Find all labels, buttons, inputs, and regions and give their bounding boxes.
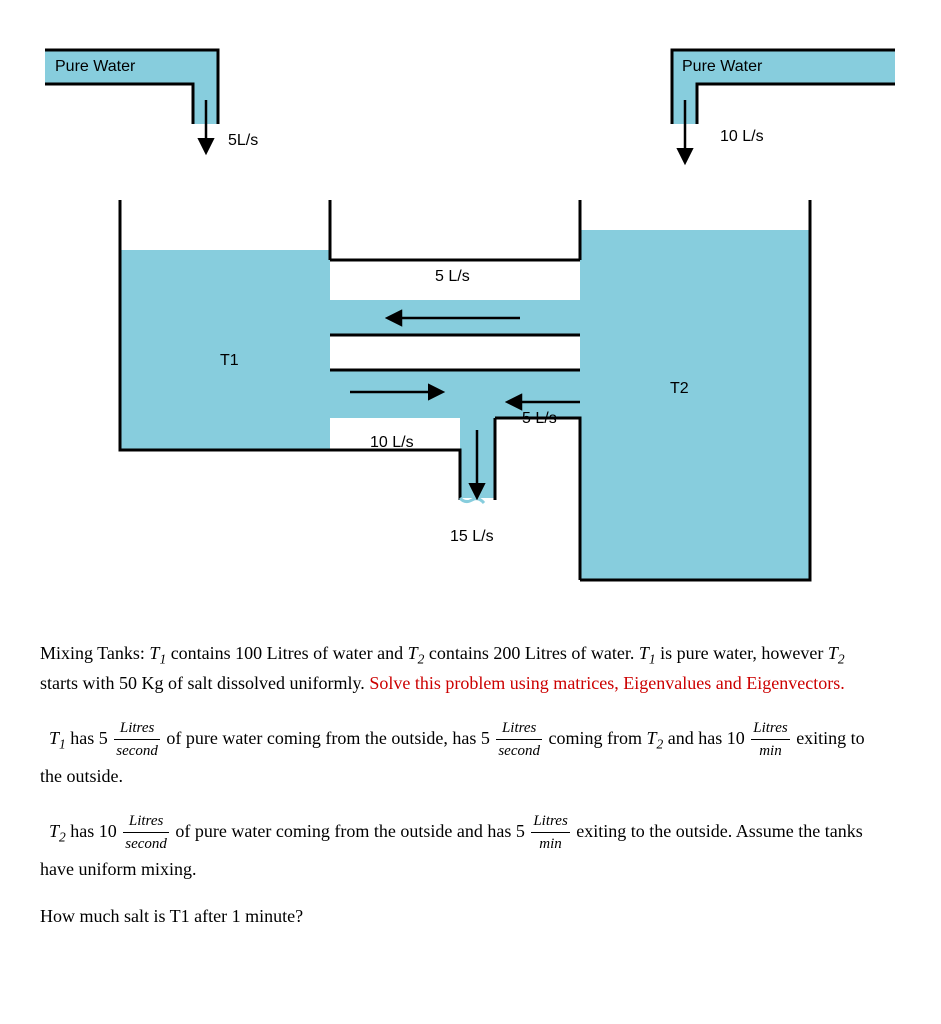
txt-intro-e: starts with 50 Kg of salt dissolved unif… bbox=[40, 673, 369, 693]
txt-intro-b: contains 100 Litres of water and bbox=[166, 643, 407, 663]
txt-p2d: and has 10 bbox=[663, 728, 749, 748]
inlet-right-label: Pure Water bbox=[682, 58, 762, 76]
frac5-top: Litres bbox=[531, 810, 569, 834]
tank-t1-label: T1 bbox=[220, 352, 239, 370]
tank-t2 bbox=[580, 200, 810, 580]
frac3-bot: min bbox=[751, 740, 789, 763]
sym-t2b: T bbox=[828, 643, 838, 663]
sym-t1c: T bbox=[49, 728, 59, 748]
sym-t1b: T bbox=[639, 643, 649, 663]
drain-pipe bbox=[330, 418, 495, 503]
txt-p2b: of pure water coming from the outside, h… bbox=[162, 728, 494, 748]
paragraph-intro: Mixing Tanks: T1 contains 100 Litres of … bbox=[40, 640, 881, 697]
sym-sub1b: 1 bbox=[649, 652, 656, 667]
frac2-top: Litres bbox=[496, 717, 542, 741]
paragraph-t1: T1 has 5 Litressecond of pure water comi… bbox=[40, 717, 881, 790]
txt-p3b: of pure water coming from the outside an… bbox=[171, 821, 529, 841]
frac1-top: Litres bbox=[114, 717, 160, 741]
mixing-tanks-diagram: Pure Water Pure Water 5L/s 10 L/s T1 T2 … bbox=[40, 40, 900, 590]
txt-p2c: coming from bbox=[544, 728, 646, 748]
problem-statement: Mixing Tanks: T1 contains 100 Litres of … bbox=[40, 640, 881, 930]
sym-t2a: T bbox=[408, 643, 418, 663]
sym-sub2b: 2 bbox=[838, 652, 845, 667]
sym-t1a: T bbox=[149, 643, 159, 663]
channel-lower bbox=[330, 370, 580, 580]
frac1-bot: second bbox=[114, 740, 160, 763]
sym-t2c: T bbox=[646, 728, 656, 748]
txt-p2a: has 5 bbox=[66, 728, 113, 748]
frac2-bot: second bbox=[496, 740, 542, 763]
txt-intro-a: Mixing Tanks: bbox=[40, 643, 149, 663]
inlet-left-label: Pure Water bbox=[55, 58, 135, 76]
flow-t2-to-drain-label: 5 L/s bbox=[522, 410, 557, 428]
sym-sub1c: 1 bbox=[59, 737, 66, 752]
tank-t2-label: T2 bbox=[670, 380, 689, 398]
txt-p3a: has 10 bbox=[66, 821, 122, 841]
flow-drain-out-label: 15 L/s bbox=[450, 528, 494, 546]
flow-t1-to-t2-label: 10 L/s bbox=[370, 434, 414, 452]
inlet-right-rate: 10 L/s bbox=[720, 128, 764, 146]
txt-intro-d: is pure water, however bbox=[656, 643, 828, 663]
txt-emphasis: Solve this problem using matrices, Eigen… bbox=[369, 673, 844, 693]
frac3-top: Litres bbox=[751, 717, 789, 741]
paragraph-question: How much salt is T1 after 1 minute? bbox=[40, 903, 881, 930]
paragraph-t2: T2 has 10 Litressecond of pure water com… bbox=[40, 810, 881, 883]
txt-intro-c: contains 200 Litres of water. bbox=[424, 643, 638, 663]
tank-t1 bbox=[120, 200, 330, 450]
frac4-bot: second bbox=[123, 833, 169, 856]
diagram-svg bbox=[40, 40, 900, 590]
flow-t2-to-t1-label: 5 L/s bbox=[435, 268, 470, 286]
sym-t2d: T bbox=[49, 821, 59, 841]
inlet-left-rate: 5L/s bbox=[228, 132, 258, 150]
frac5-bot: min bbox=[531, 833, 569, 856]
frac4-top: Litres bbox=[123, 810, 169, 834]
sym-sub2d: 2 bbox=[59, 830, 66, 845]
